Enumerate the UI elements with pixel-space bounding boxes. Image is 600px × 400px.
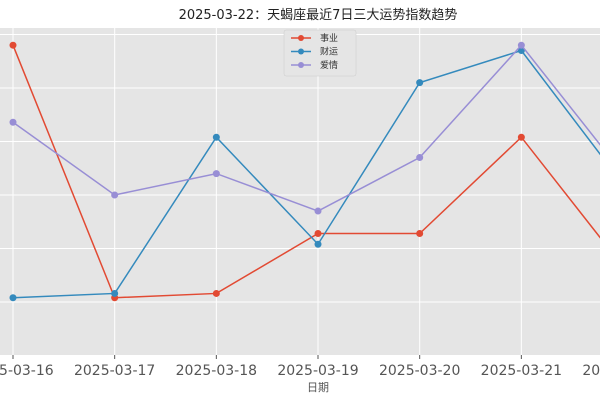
data-point (517, 133, 525, 141)
legend-label: 爱情 (320, 59, 338, 71)
series-2 (9, 41, 600, 215)
series-0 (9, 41, 600, 302)
data-point (314, 230, 322, 238)
data-point (314, 240, 322, 248)
x-tick-label: 2025-03-16 (0, 363, 54, 379)
x-axis-label: 日期 (307, 381, 329, 394)
series-1 (9, 47, 600, 302)
x-tick-label: 2025-03-22 (582, 363, 600, 379)
data-point (416, 154, 424, 162)
plot-background (0, 28, 600, 355)
series-group (9, 41, 600, 302)
data-point (212, 170, 220, 178)
chart-title: 2025-03-22：天蝎座最近7日三大运势指数趋势 (179, 7, 458, 23)
legend-label: 事业 (320, 32, 338, 44)
data-point (314, 207, 322, 215)
data-point (416, 230, 424, 238)
data-point (212, 289, 220, 297)
data-point (517, 47, 525, 55)
legend-marker (298, 48, 304, 55)
data-point (9, 294, 17, 302)
data-point (212, 133, 220, 141)
x-tick-label: 2025-03-18 (176, 363, 257, 379)
data-point (111, 289, 119, 297)
legend-marker (298, 35, 304, 41)
x-tick-label: 2025-03-17 (74, 363, 155, 379)
x-tick-label: 2025-03-21 (481, 363, 562, 379)
x-axis: 2025-03-16 2025-03-17 2025-03-18 2025-03-19… (0, 355, 600, 379)
data-point (517, 41, 525, 49)
x-tick-label: 2025-03-20 (379, 363, 460, 379)
data-point (111, 191, 119, 199)
data-point (9, 118, 17, 126)
data-point (9, 41, 17, 49)
legend-label: 财运 (320, 46, 338, 58)
data-point (416, 79, 424, 87)
x-tick-label: 2025-03-19 (277, 363, 358, 379)
legend-marker (298, 62, 304, 68)
